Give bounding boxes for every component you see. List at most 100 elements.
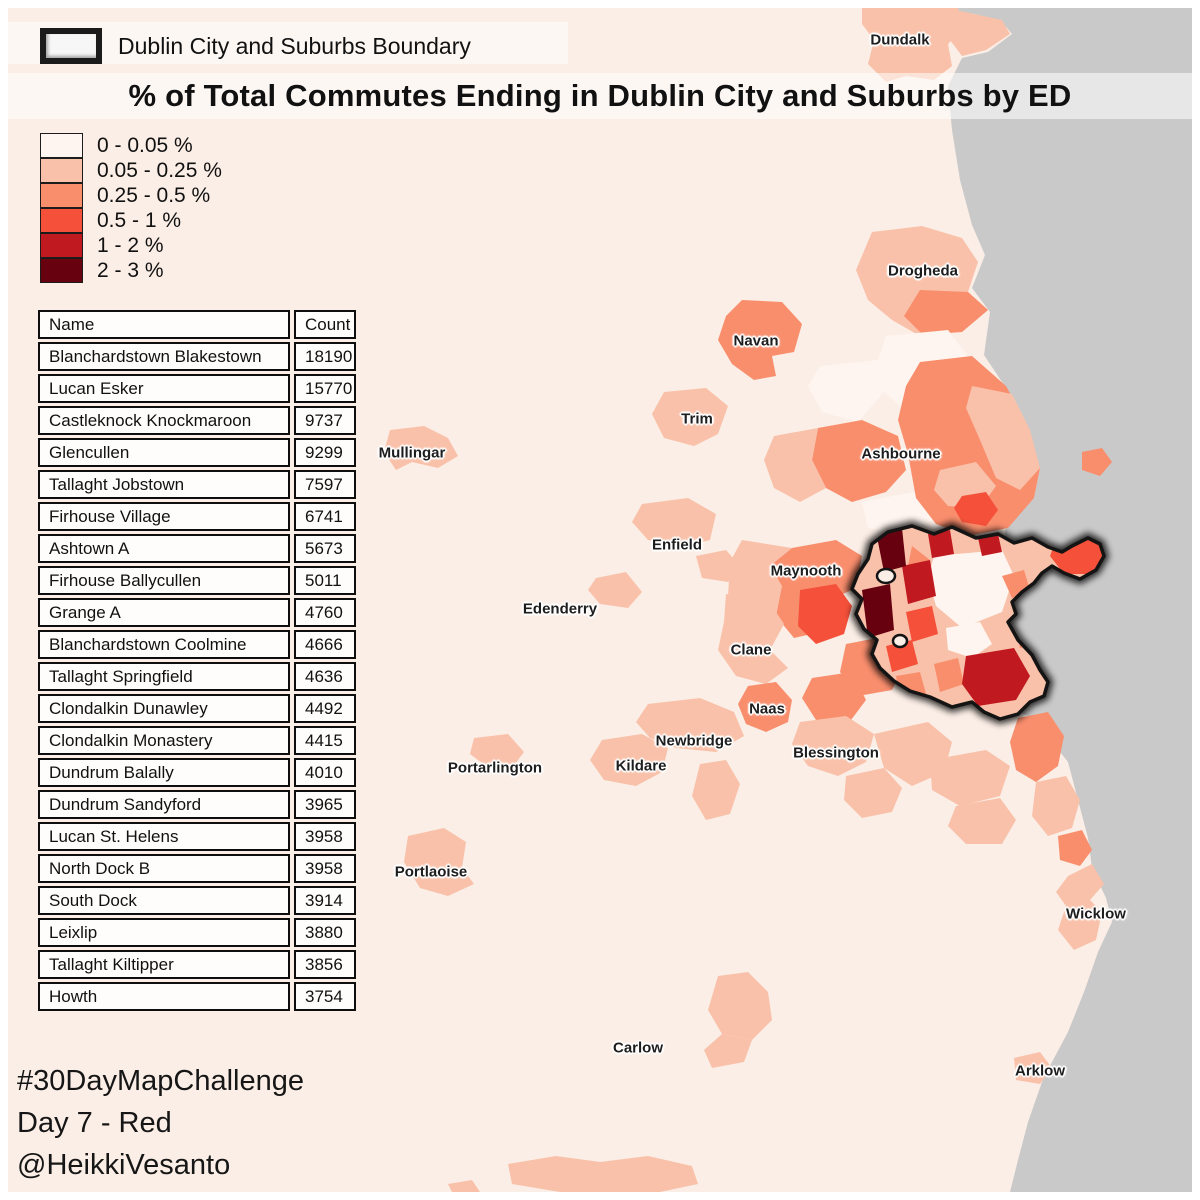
color-legend: 0 - 0.05 % 0.05 - 0.25 % 0.25 - 0.5 % 0.5 -… xyxy=(40,133,222,283)
table-row: Lucan Esker 15770 xyxy=(38,374,356,403)
row-count-cell: 4492 xyxy=(294,694,356,723)
table-row: Firhouse Ballycullen 5011 xyxy=(38,566,356,595)
table-row: Tallaght Jobstown 7597 xyxy=(38,470,356,499)
table-header-count: Count xyxy=(294,310,356,339)
row-count-cell: 3856 xyxy=(294,950,356,979)
boundary-legend: Dublin City and Suburbs Boundary xyxy=(40,28,471,64)
row-name-cell: South Dock xyxy=(38,886,290,915)
table-header-name: Name xyxy=(38,310,290,339)
row-name-cell: Blanchardstown Blakestown xyxy=(38,342,290,371)
row-name-cell: Lucan St. Helens xyxy=(38,822,290,851)
map-label-kildare: Kildare xyxy=(615,757,667,775)
row-count-cell: 9737 xyxy=(294,406,356,435)
row-name-cell: Ashtown A xyxy=(38,534,290,563)
table-row: Blanchardstown Blakestown 18190 xyxy=(38,342,356,371)
row-name-cell: Grange A xyxy=(38,598,290,627)
dublin-boundary xyxy=(850,524,1106,721)
row-count-cell: 3958 xyxy=(294,822,356,851)
row-count-cell: 5673 xyxy=(294,534,356,563)
dublin-enclave-ring xyxy=(875,567,897,585)
table-row: Dundrum Balally 4010 xyxy=(38,758,356,787)
map-label-enfield: Enfield xyxy=(651,536,703,554)
map-label-edenderry: Edenderry xyxy=(522,600,598,618)
legend-swatch-icon xyxy=(40,158,83,183)
credit-hashtag: #30DayMapChallenge xyxy=(17,1065,304,1097)
boundary-legend-label: Dublin City and Suburbs Boundary xyxy=(118,32,471,59)
row-count-cell: 7597 xyxy=(294,470,356,499)
legend-class-label: 0.25 - 0.5 % xyxy=(97,183,211,207)
row-name-cell: Howth xyxy=(38,982,290,1011)
legend-swatch-icon xyxy=(40,208,83,233)
row-count-cell: 4010 xyxy=(294,758,356,787)
table-row: South Dock 3914 xyxy=(38,886,356,915)
row-count-cell: 3914 xyxy=(294,886,356,915)
table-row: Blanchardstown Coolmine 4666 xyxy=(38,630,356,659)
legend-swatch-icon xyxy=(40,183,83,208)
legend-class-label: 2 - 3 % xyxy=(97,258,164,282)
map-label-portlaoise: Portlaoise xyxy=(394,863,468,881)
credits: #30DayMapChallenge Day 7 - Red @HeikkiVe… xyxy=(17,1060,304,1186)
title-band xyxy=(8,73,1192,119)
map-label-trim: Trim xyxy=(681,410,713,428)
legend-class-label: 1 - 2 % xyxy=(97,233,164,257)
row-name-cell: North Dock B xyxy=(38,854,290,883)
legend-swatch-icon xyxy=(40,233,83,258)
row-count-cell: 9299 xyxy=(294,438,356,467)
irish-sea xyxy=(930,8,1192,1192)
row-count-cell: 4760 xyxy=(294,598,356,627)
row-name-cell: Castleknock Knockmaroon xyxy=(38,406,290,435)
table-row: Lucan St. Helens 3958 xyxy=(38,822,356,851)
dublin-enclave-ring xyxy=(891,633,909,649)
table-row: Dundrum Sandyford 3965 xyxy=(38,790,356,819)
map-label-newbridge: Newbridge xyxy=(655,732,733,750)
row-name-cell: Tallaght Jobstown xyxy=(38,470,290,499)
row-name-cell: Firhouse Ballycullen xyxy=(38,566,290,595)
row-name-cell: Tallaght Kiltipper xyxy=(38,950,290,979)
table-row: Tallaght Kiltipper 3856 xyxy=(38,950,356,979)
map-label-dundalk: Dundalk xyxy=(870,31,930,49)
table-row: Grange A 4760 xyxy=(38,598,356,627)
row-name-cell: Leixlip xyxy=(38,918,290,947)
map-label-portarlington: Portarlington xyxy=(447,759,543,777)
row-count-cell: 6741 xyxy=(294,502,356,531)
map-label-mullingar: Mullingar xyxy=(378,444,446,462)
table-row: Clondalkin Dunawley 4492 xyxy=(38,694,356,723)
map-label-wicklow: Wicklow xyxy=(1066,905,1126,923)
table-row: Tallaght Springfield 4636 xyxy=(38,662,356,691)
legend-class-row: 0.05 - 0.25 % xyxy=(40,158,222,183)
table-row: Castleknock Knockmaroon 9737 xyxy=(38,406,356,435)
row-count-cell: 4666 xyxy=(294,630,356,659)
row-count-cell: 15770 xyxy=(294,374,356,403)
map-label-naas: Naas xyxy=(749,700,785,718)
legend-class-label: 0.05 - 0.25 % xyxy=(97,158,222,182)
legend-class-row: 0 - 0.05 % xyxy=(40,133,222,158)
row-name-cell: Glencullen xyxy=(38,438,290,467)
map-label-maynooth: Maynooth xyxy=(770,562,842,580)
table-row: Firhouse Village 6741 xyxy=(38,502,356,531)
legend-swatch-icon xyxy=(40,133,83,158)
map-label-carlow: Carlow xyxy=(612,1039,664,1057)
table-row: Howth 3754 xyxy=(38,982,356,1011)
row-name-cell: Dundrum Sandyford xyxy=(38,790,290,819)
boundary-swatch-icon xyxy=(40,28,102,64)
map-label-navan: Navan xyxy=(733,332,779,350)
map-label-drogheda: Drogheda xyxy=(887,262,959,280)
table-row: North Dock B 3958 xyxy=(38,854,356,883)
legend-swatch-icon xyxy=(40,258,83,283)
row-count-cell: 5011 xyxy=(294,566,356,595)
table-row: Clondalkin Monastery 4415 xyxy=(38,726,356,755)
table-header-row: Name Count xyxy=(38,310,356,339)
row-name-cell: Clondalkin Dunawley xyxy=(38,694,290,723)
legend-class-label: 0.5 - 1 % xyxy=(97,208,182,232)
table-row: Leixlip 3880 xyxy=(38,918,356,947)
ed-polygons xyxy=(384,8,1112,1192)
row-count-cell: 3965 xyxy=(294,790,356,819)
legend-class-label: 0 - 0.05 % xyxy=(97,133,193,157)
credit-day: Day 7 - Red xyxy=(17,1107,172,1139)
commute-table: Name Count Blanchardstown Blakestown 1819… xyxy=(38,310,356,1014)
table-row: Ashtown A 5673 xyxy=(38,534,356,563)
row-name-cell: Clondalkin Monastery xyxy=(38,726,290,755)
row-name-cell: Dundrum Balally xyxy=(38,758,290,787)
row-count-cell: 3754 xyxy=(294,982,356,1011)
legend-class-row: 0.25 - 0.5 % xyxy=(40,183,222,208)
